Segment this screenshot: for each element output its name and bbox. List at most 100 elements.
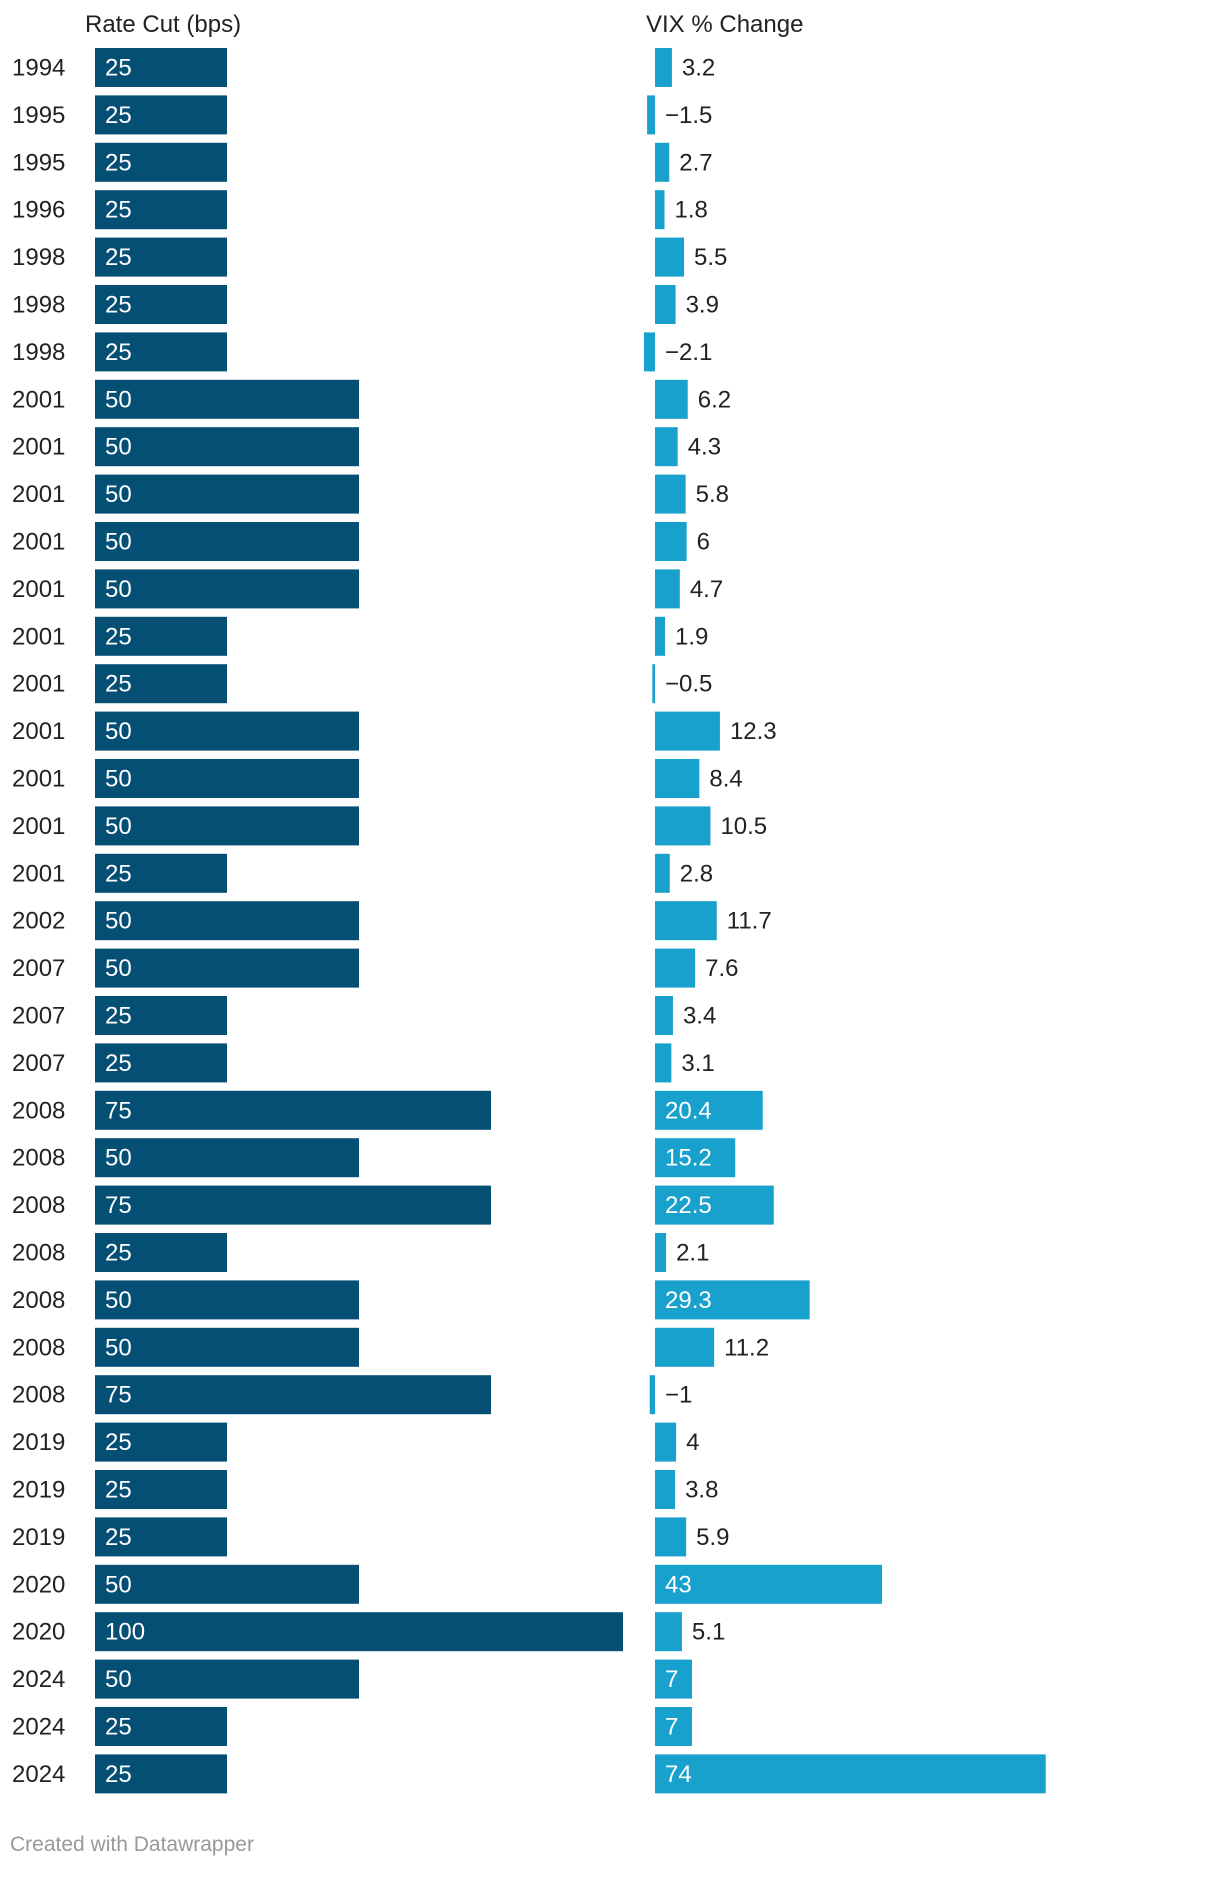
rate-cut-value-label: 50 <box>105 1287 132 1314</box>
rate-cut-bar <box>95 901 359 941</box>
category-label: 1995 <box>12 102 65 129</box>
category-label: 2008 <box>12 1192 65 1219</box>
rate-cut-value-label: 50 <box>105 1145 132 1172</box>
category-label: 2007 <box>12 1050 65 1077</box>
vix-change-bar <box>655 379 688 419</box>
rate-cut-value-label: 50 <box>105 813 132 840</box>
rate-cut-value-label: 75 <box>105 1097 132 1124</box>
vix-change-bar <box>655 48 672 87</box>
vix-change-bar <box>655 1612 682 1652</box>
vix-change-bar <box>655 806 711 846</box>
rate-cut-bar <box>95 1327 359 1367</box>
rate-cut-value-label: 25 <box>105 292 132 319</box>
vix-change-value-label: 11.7 <box>727 908 772 935</box>
rate-cut-bar <box>95 95 227 135</box>
rate-cut-bar <box>95 1754 227 1794</box>
vix-change-bar <box>655 1564 883 1604</box>
category-label: 2019 <box>12 1477 65 1504</box>
rate-cut-value-label: 25 <box>105 1050 132 1077</box>
category-label: 2008 <box>12 1382 65 1409</box>
rate-cut-header: Rate Cut (bps) <box>85 11 241 38</box>
vix-change-value-label: 12.3 <box>730 718 777 745</box>
vix-change-value-label: 3.4 <box>683 1003 716 1030</box>
rate-cut-bar <box>95 285 227 324</box>
vix-change-bar <box>655 1233 667 1272</box>
rate-cut-value-label: 25 <box>105 1761 132 1788</box>
rate-cut-bar <box>95 569 359 609</box>
vix-change-bar <box>655 1327 715 1367</box>
category-label: 2001 <box>12 623 65 650</box>
rate-cut-value-label: 25 <box>105 339 132 366</box>
rate-cut-value-label: 50 <box>105 766 132 793</box>
category-label: 2008 <box>12 1240 65 1267</box>
vix-change-header: VIX % Change <box>646 11 803 38</box>
category-label: 1998 <box>12 244 65 271</box>
rate-cut-value-label: 25 <box>105 623 132 650</box>
vix-change-value-label: 2.7 <box>679 149 712 176</box>
rate-cut-value-label: 25 <box>105 1477 132 1504</box>
rate-cut-value-label: 50 <box>105 955 132 982</box>
rate-cut-value-label: 50 <box>105 908 132 935</box>
rate-cut-value-label: 50 <box>105 529 132 556</box>
category-label: 2008 <box>12 1287 65 1314</box>
vix-change-value-label: −0.5 <box>665 671 712 698</box>
rate-cut-bar <box>95 522 359 561</box>
vix-change-bar <box>655 569 680 609</box>
vix-change-bar <box>649 1375 655 1415</box>
rate-cut-value-label: 25 <box>105 102 132 129</box>
rate-cut-value-label: 25 <box>105 1714 132 1741</box>
category-label: 1995 <box>12 149 65 176</box>
category-label: 2024 <box>12 1714 65 1741</box>
vix-change-value-label: 11.2 <box>724 1334 769 1361</box>
rate-cut-bar <box>95 142 227 182</box>
vix-change-bar <box>655 285 676 324</box>
vix-change-value-label: 2.1 <box>676 1240 709 1267</box>
vix-change-value-label: 5.8 <box>696 481 729 508</box>
vix-change-value-label: 22.5 <box>665 1192 712 1219</box>
category-label: 2008 <box>12 1097 65 1124</box>
category-label: 2001 <box>12 386 65 413</box>
rate-cut-value-label: 25 <box>105 1003 132 1030</box>
vix-change-value-label: −1 <box>665 1382 692 1409</box>
rate-cut-bar <box>95 427 359 467</box>
vix-change-bar <box>655 1280 810 1320</box>
rate-cut-bar <box>95 474 359 514</box>
rate-cut-bar <box>95 806 359 846</box>
category-label: 2001 <box>12 718 65 745</box>
vix-change-value-label: 20.4 <box>665 1097 712 1124</box>
category-label: 2002 <box>12 908 65 935</box>
category-label: 2001 <box>12 766 65 793</box>
category-label: 2008 <box>12 1145 65 1172</box>
vix-change-bar <box>655 474 686 514</box>
rate-cut-bar <box>95 1185 491 1225</box>
vix-change-value-label: 43 <box>665 1571 692 1598</box>
vix-change-bar <box>655 948 696 988</box>
vix-change-bar <box>655 427 678 467</box>
category-label: 2001 <box>12 576 65 603</box>
rate-cut-bar <box>95 616 227 656</box>
vix-change-bar <box>655 1422 677 1462</box>
rate-cut-bar <box>95 1612 623 1652</box>
category-label: 2001 <box>12 813 65 840</box>
vix-change-value-label: −1.5 <box>665 102 712 129</box>
rate-cut-bar <box>95 1564 359 1604</box>
rate-cut-value-label: 25 <box>105 55 132 82</box>
rate-cut-value-label: 50 <box>105 576 132 603</box>
vix-change-value-label: 4 <box>686 1429 699 1456</box>
rate-cut-bar <box>95 1375 491 1415</box>
vix-change-value-label: 1.9 <box>675 623 708 650</box>
vix-change-value-label: 5.9 <box>696 1524 729 1551</box>
vix-change-bar <box>652 664 655 704</box>
vix-change-bar <box>655 142 670 182</box>
vix-change-bar <box>655 711 720 751</box>
rate-cut-bar <box>95 332 227 372</box>
category-label: 2001 <box>12 860 65 887</box>
rate-cut-bar <box>95 1422 227 1462</box>
vix-change-value-label: 5.1 <box>692 1619 725 1646</box>
vix-change-value-label: 3.1 <box>681 1050 714 1077</box>
rate-cut-value-label: 50 <box>105 386 132 413</box>
rate-cut-bar <box>95 1138 359 1178</box>
vix-change-value-label: −2.1 <box>665 339 712 366</box>
vix-change-value-label: 4.3 <box>688 434 721 461</box>
footer-credit: Created with Datawrapper <box>10 1833 254 1856</box>
